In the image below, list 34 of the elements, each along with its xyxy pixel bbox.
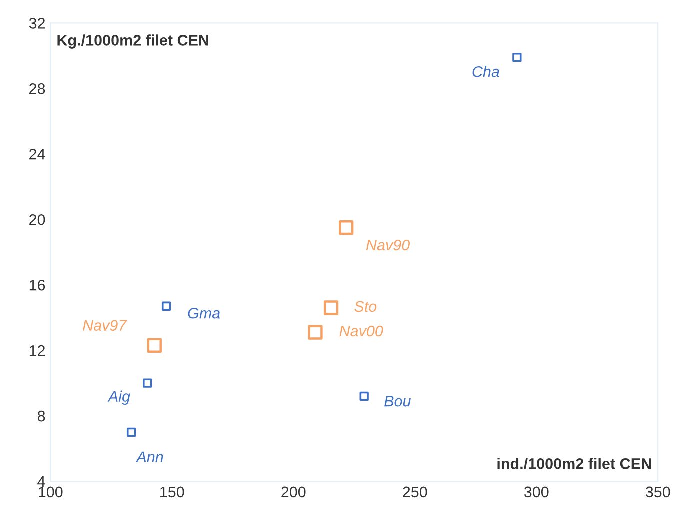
x-tick-label: 250 bbox=[403, 486, 428, 498]
y-tick-label: 24 bbox=[30, 149, 46, 160]
annotation: Nav90 bbox=[366, 240, 410, 251]
annotation: Sto bbox=[354, 301, 377, 312]
point bbox=[147, 338, 162, 353]
y-tick-label: 32 bbox=[29, 18, 45, 29]
y-tick-label: 20 bbox=[30, 214, 46, 226]
x-tick-label: 150 bbox=[160, 486, 184, 498]
annotation: Bou bbox=[384, 396, 411, 407]
y-tick-label: 12 bbox=[30, 345, 45, 356]
y-tick-label: 4 bbox=[38, 476, 46, 488]
point bbox=[324, 300, 339, 316]
point bbox=[308, 325, 323, 340]
point bbox=[339, 220, 354, 236]
annotation: Nav97 bbox=[83, 320, 128, 332]
x-tick-label: 350 bbox=[646, 486, 670, 498]
point bbox=[512, 52, 522, 62]
annotation: Nav00 bbox=[340, 326, 384, 337]
annotation: Cha bbox=[472, 66, 500, 78]
y-axis-title: Kg./1000m2 filet CEN bbox=[58, 34, 208, 49]
point bbox=[143, 378, 152, 388]
annotation: Ann bbox=[136, 452, 164, 462]
point bbox=[162, 302, 172, 311]
y-tick-label: 8 bbox=[38, 410, 46, 422]
x-tick-label: 100 bbox=[39, 486, 63, 498]
annotation: Gma bbox=[188, 308, 220, 319]
point bbox=[126, 428, 136, 437]
x-tick-label: 200 bbox=[282, 486, 306, 498]
annotation: Aig bbox=[108, 390, 130, 406]
y-tick-label: 28 bbox=[30, 84, 46, 94]
x-tick-label: 300 bbox=[524, 486, 549, 498]
point bbox=[360, 392, 369, 401]
x-axis-title: ind./1000m2 filet CEN bbox=[498, 458, 652, 470]
y-tick-label: 16 bbox=[30, 280, 46, 291]
